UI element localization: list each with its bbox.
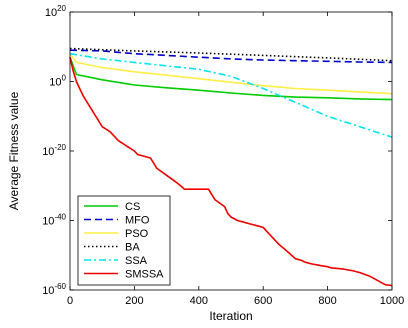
series-line-smssa — [69, 57, 393, 287]
y-tick-label: 100 — [49, 74, 66, 89]
legend-label-mfo: MFO — [125, 215, 150, 227]
x-axis-label: Iteration — [209, 309, 252, 323]
legend-label-smssa: SMSSA — [125, 269, 164, 281]
legend-label-ba: BA — [125, 242, 140, 254]
series-line-cs — [69, 56, 393, 101]
x-tick-label: 0 — [67, 295, 73, 307]
y-axis-label: Average Fitness value — [7, 91, 21, 210]
series-layer — [69, 47, 393, 287]
x-tick-label: 800 — [318, 295, 336, 307]
legend-box — [77, 195, 171, 286]
x-tick-label: 200 — [125, 295, 143, 307]
y-tick-label: 10-20 — [42, 143, 66, 158]
y-tick-label: 1020 — [45, 4, 67, 19]
legend-label-ssa: SSA — [125, 255, 148, 267]
x-tick-label: 400 — [190, 295, 208, 307]
legend-label-cs: CS — [125, 201, 140, 213]
series-line-pso — [69, 53, 393, 95]
legend-label-pso: PSO — [125, 228, 149, 240]
x-tick-label: 600 — [254, 295, 272, 307]
axes-layer: 0 200 400 600 800 1000 1020 100 10-20 10-40 10-60 — [42, 4, 404, 307]
series-line-ba — [69, 47, 393, 62]
x-tick-label: 1000 — [380, 295, 404, 307]
y-tick-label: 10-60 — [42, 282, 66, 297]
series-line-mfo — [69, 49, 393, 64]
y-tick-label: 10-40 — [42, 213, 66, 228]
